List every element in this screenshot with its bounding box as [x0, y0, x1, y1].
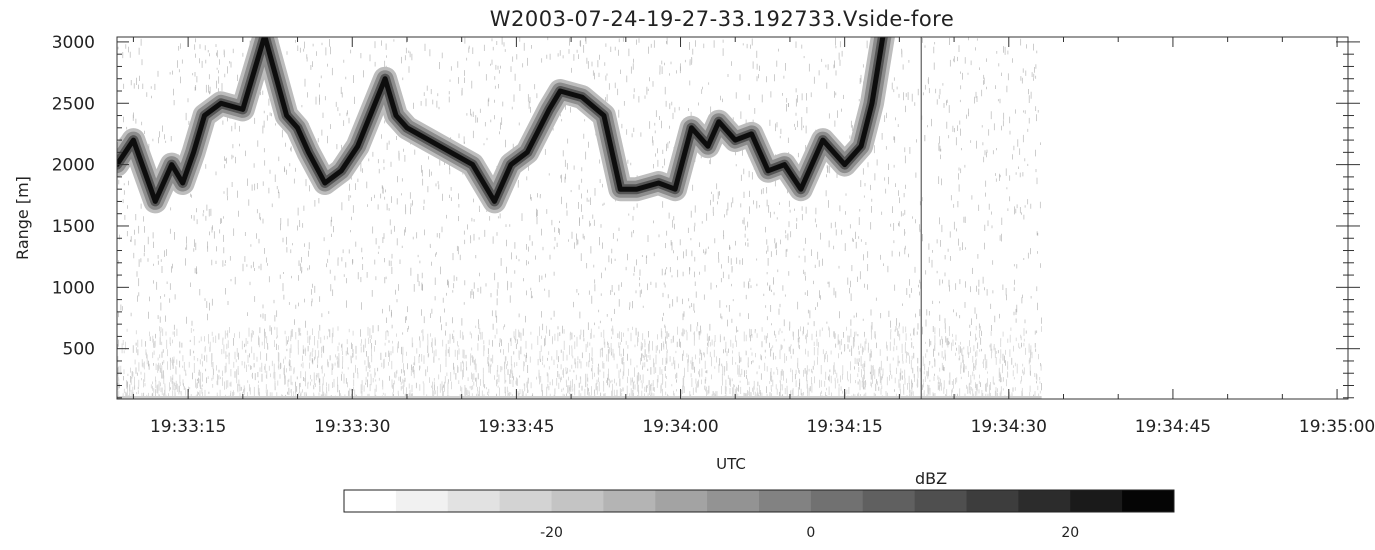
colorbar-swatch: [966, 490, 1019, 512]
colorbar-swatch: [707, 490, 760, 512]
colorbar-swatch: [603, 490, 656, 512]
x-tick-label: 19:34:15: [806, 417, 882, 437]
y-tick-label: 2000: [52, 156, 95, 176]
colorbar-swatch: [344, 490, 397, 512]
colorbar-tick-label: -20: [540, 525, 563, 541]
colorbar-swatch: [447, 490, 501, 512]
y-axis-label: Range [m]: [13, 176, 32, 260]
y-tick-label: 3000: [52, 33, 95, 53]
colorbar-swatch: [862, 490, 916, 512]
x-tick-label: 19:34:30: [971, 417, 1047, 437]
x-tick-label: 19:33:15: [150, 417, 226, 437]
colorbar-tick-label: 20: [1061, 525, 1079, 541]
x-axis-label: UTC: [716, 455, 746, 473]
y-tick-label: 1500: [52, 217, 95, 237]
cloud-layer-core: [117, 37, 886, 204]
plot-frame: [116, 36, 1349, 400]
y-tick-label: 1000: [52, 278, 95, 298]
x-tick-label: 19:34:00: [642, 417, 718, 437]
colorbar-swatch: [810, 490, 864, 512]
colorbar-swatch: [655, 490, 708, 512]
colorbar-swatch: [1122, 490, 1175, 512]
colorbar-frame: [343, 489, 1175, 513]
colorbar: -20 0 20: [343, 489, 1175, 541]
x-tick-label: 19:33:30: [314, 417, 390, 437]
y-tick-label: 500: [63, 340, 95, 360]
colorbar-swatch: [395, 490, 449, 512]
colorbar-swatch: [914, 490, 967, 512]
colorbar-swatch: [551, 490, 604, 512]
surface-return-strip: [117, 396, 1042, 399]
chart-title: W2003-07-24-19-27-33.192733.Vside-fore: [490, 7, 955, 31]
colorbar-swatch: [1070, 490, 1123, 512]
x-tick-label: 19:35:00: [1299, 417, 1375, 437]
colorbar-tick-label: 0: [806, 525, 815, 541]
colorbar-label: dBZ: [915, 469, 947, 488]
colorbar-swatch: [759, 490, 812, 512]
x-tick-label: 19:33:45: [478, 417, 554, 437]
y-tick-label: 2500: [52, 94, 95, 114]
x-tick-label: 19:34:45: [1135, 417, 1211, 437]
colorbar-swatch: [499, 490, 552, 512]
colorbar-swatch: [1018, 490, 1071, 512]
